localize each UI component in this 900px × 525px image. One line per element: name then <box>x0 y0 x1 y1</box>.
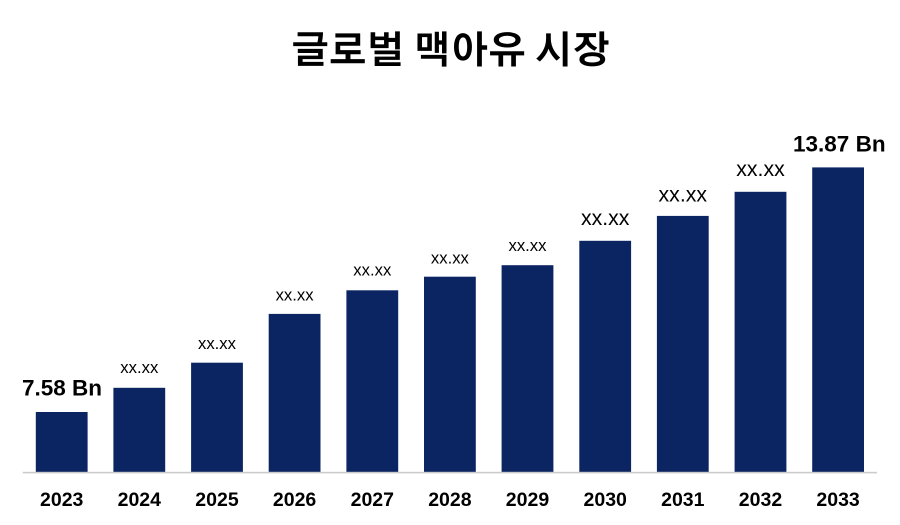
svg-text:xx.xx: xx.xx <box>120 358 159 377</box>
svg-text:xx.xx: xx.xx <box>736 157 785 181</box>
svg-text:xx.xx: xx.xx <box>276 285 315 304</box>
svg-text:2029: 2029 <box>506 489 550 511</box>
svg-text:2026: 2026 <box>273 489 317 511</box>
svg-text:2023: 2023 <box>40 489 84 511</box>
svg-text:xx.xx: xx.xx <box>431 248 470 267</box>
svg-text:13.87 Bn: 13.87 Bn <box>793 132 886 157</box>
svg-text:2032: 2032 <box>739 489 783 511</box>
svg-text:xx.xx: xx.xx <box>508 236 547 255</box>
svg-text:7.58 Bn: 7.58 Bn <box>22 375 102 400</box>
svg-text:xx.xx: xx.xx <box>659 182 708 206</box>
svg-text:2025: 2025 <box>195 489 239 511</box>
svg-text:2033: 2033 <box>816 489 860 511</box>
svg-text:xx.xx: xx.xx <box>581 206 630 230</box>
svg-text:xx.xx: xx.xx <box>353 260 392 279</box>
svg-text:xx.xx: xx.xx <box>198 334 237 353</box>
svg-text:2030: 2030 <box>584 489 628 511</box>
svg-text:2027: 2027 <box>351 489 394 511</box>
svg-text:2031: 2031 <box>661 489 705 511</box>
svg-text:2028: 2028 <box>428 489 472 511</box>
svg-text:2024: 2024 <box>118 489 162 511</box>
